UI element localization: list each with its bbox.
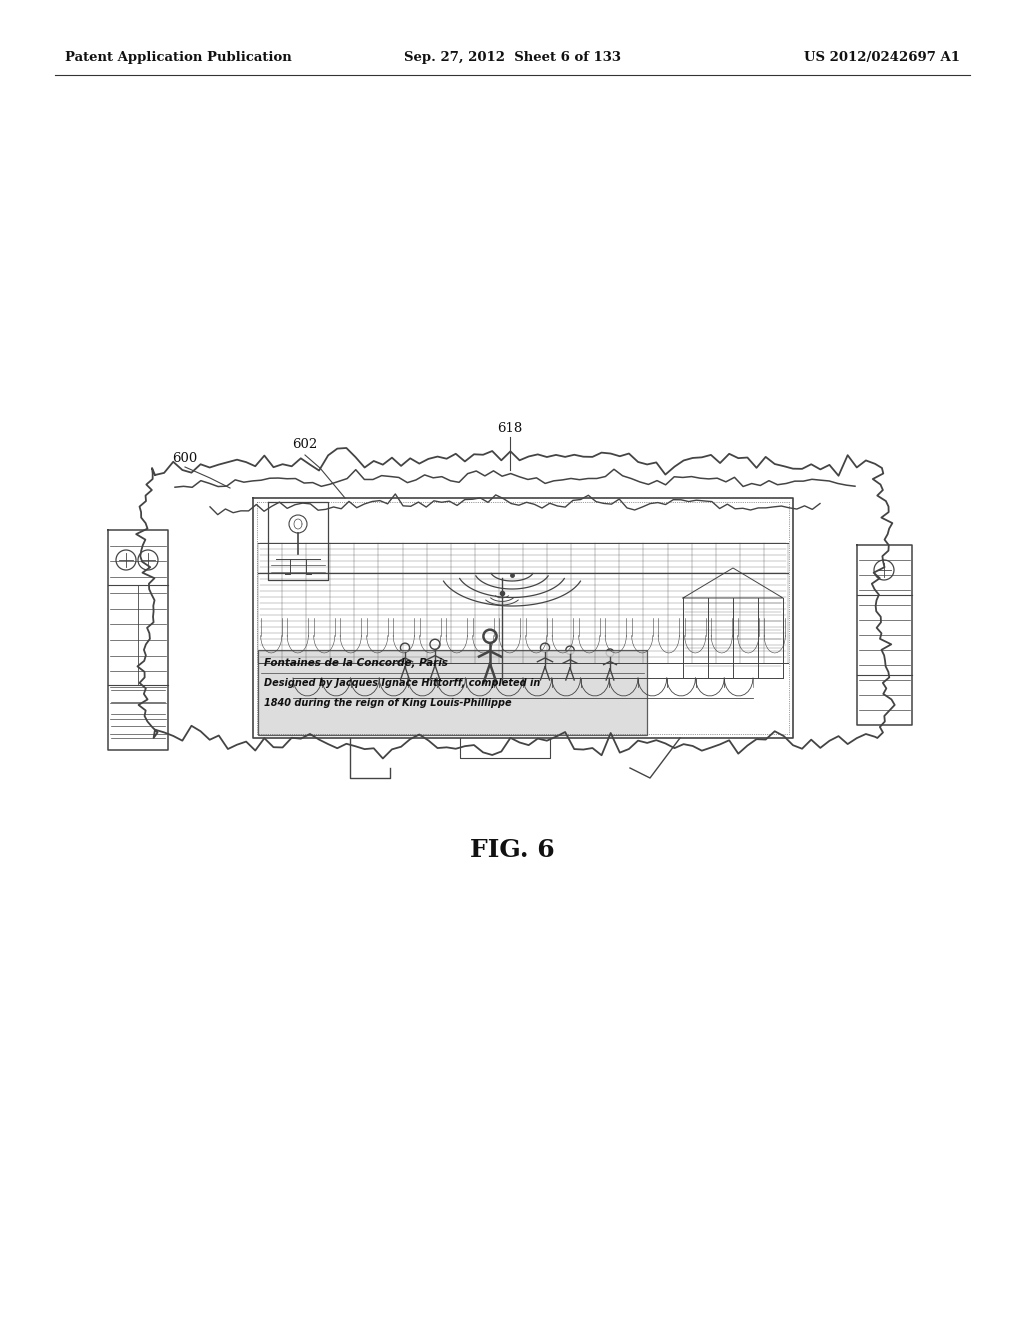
Bar xyxy=(258,649,647,735)
Text: FIG. 6: FIG. 6 xyxy=(470,838,554,862)
Text: Sep. 27, 2012  Sheet 6 of 133: Sep. 27, 2012 Sheet 6 of 133 xyxy=(403,51,621,65)
Text: 600: 600 xyxy=(172,451,198,465)
Text: Designed by Jacques Ignace Hittorff, completed in: Designed by Jacques Ignace Hittorff, com… xyxy=(264,678,541,688)
Text: Patent Application Publication: Patent Application Publication xyxy=(65,51,292,65)
Text: 602: 602 xyxy=(293,438,317,451)
Text: Fontaines de la Concorde, Paris: Fontaines de la Concorde, Paris xyxy=(264,657,447,668)
Text: 1840 during the reign of King Louis-Phillippe: 1840 during the reign of King Louis-Phil… xyxy=(264,698,512,708)
Text: 618: 618 xyxy=(498,421,522,434)
Text: US 2012/0242697 A1: US 2012/0242697 A1 xyxy=(804,51,961,65)
